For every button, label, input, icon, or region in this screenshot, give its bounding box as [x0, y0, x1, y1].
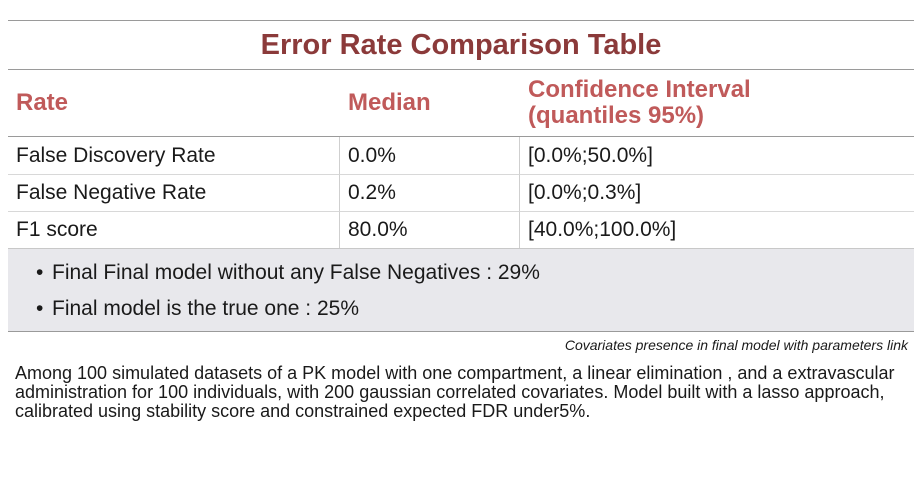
header-ci-line2: (quantiles 95%) [528, 102, 705, 129]
table-caption: Covariates presence in final model with … [564, 337, 908, 353]
table-row: F1 score 80.0% [40.0%;100.0%] [8, 211, 914, 248]
cell-rate: F1 score [8, 211, 340, 248]
cell-rate: False Negative Rate [8, 174, 340, 211]
header-confidence-interval: Confidence Interval (quantiles 95%) [520, 70, 914, 136]
description-paragraph: Among 100 simulated datasets of a PK mod… [15, 363, 895, 421]
bullet-glyph: • [36, 261, 44, 284]
cell-ci: [0.0%;0.3%] [520, 174, 914, 211]
note-text: Final model is the true one : 25% [52, 297, 360, 320]
table-title: Error Rate Comparison Table [8, 21, 914, 70]
cell-ci: [0.0%;50.0%] [528, 143, 653, 167]
notes-box: • Final Final model without any False Ne… [8, 248, 914, 332]
cell-median: 0.2% [340, 174, 520, 211]
note-item: • Final model is the true one : 25% [36, 291, 914, 327]
cell-median: 80.0% [340, 211, 520, 248]
header-rate: Rate [16, 89, 69, 116]
header-ci-line1: Confidence Interval [528, 76, 751, 103]
cell-rate: False Discovery Rate [8, 137, 340, 174]
top-rule [8, 20, 914, 21]
header-row: Rate Median Confidence Interval (quantil… [8, 70, 914, 137]
cell-median: 0.0% [340, 137, 520, 174]
table-row: False Discovery Rate 0.0% [0.0%;50.0%] [8, 137, 914, 174]
header-median: Median [348, 89, 431, 116]
table-row: False Negative Rate 0.2% [0.0%;0.3%] [8, 174, 914, 211]
bullet-glyph: • [36, 297, 44, 320]
note-text: Final Final model without any False Nega… [52, 261, 540, 284]
error-rate-table: Error Rate Comparison Table Rate Median … [8, 20, 914, 353]
cell-ci: [40.0%;100.0%] [520, 211, 914, 248]
note-item: • Final Final model without any False Ne… [36, 255, 914, 291]
